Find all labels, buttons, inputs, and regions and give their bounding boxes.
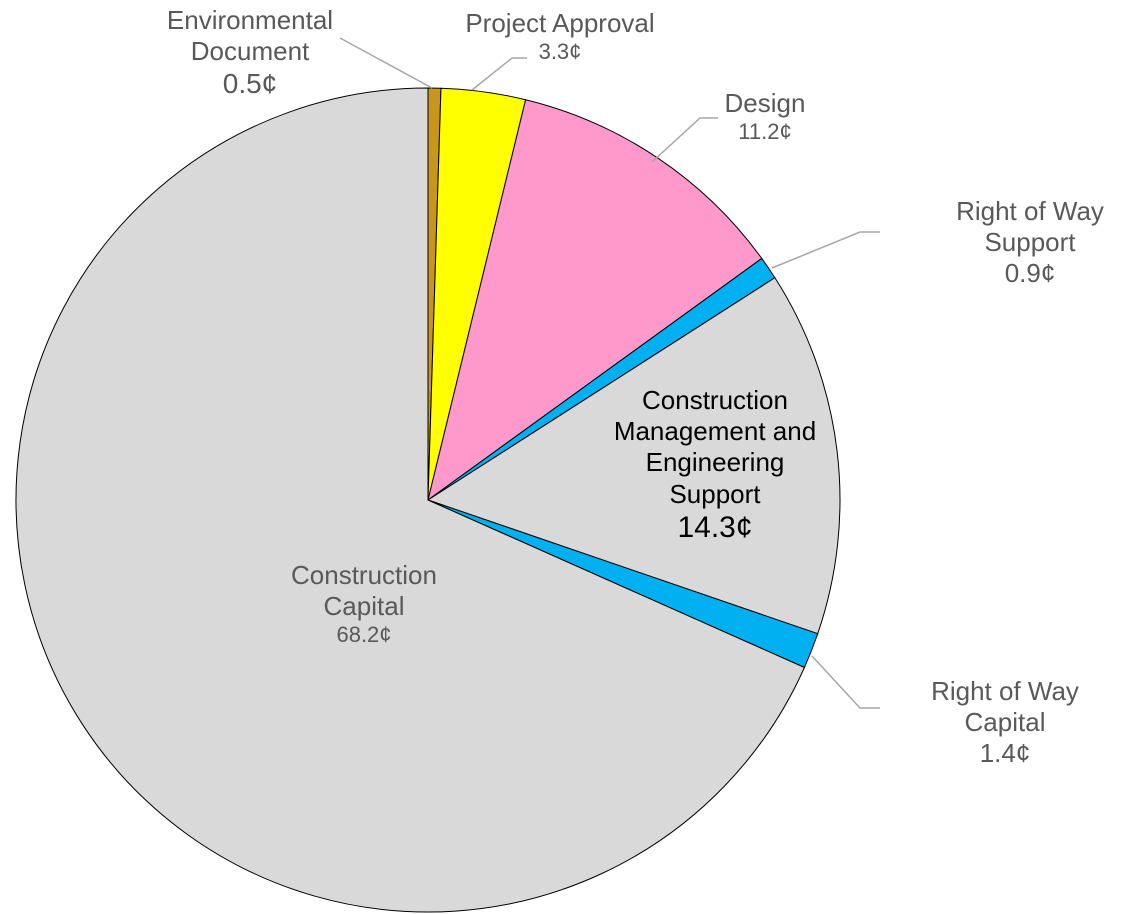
category-label: Right of Way Capital <box>931 676 1079 738</box>
value-label: 11.2¢ <box>738 119 792 145</box>
leader-line <box>651 117 718 163</box>
category-label: Construction Capital <box>291 560 437 622</box>
slice-label: Environmental Document 0.5¢ <box>140 5 360 101</box>
pie-slice <box>426 277 841 635</box>
slice-label: Construction Management and Engineering … <box>598 385 833 546</box>
slice-label: Right of Way Support 0.9¢ <box>920 196 1135 290</box>
category-label: Environmental Document <box>166 5 334 67</box>
leader-line <box>771 231 880 269</box>
category-label: Right of Way Support <box>956 196 1104 258</box>
slice-label: Construction Capital 68.2¢ <box>254 560 474 649</box>
leader-line <box>811 655 880 709</box>
leader-line <box>339 37 433 89</box>
category-label: Design <box>724 88 806 118</box>
value-label: 1.4¢ <box>979 738 1031 769</box>
pie-slice <box>427 99 763 502</box>
slice-label: Right of Way Capital 1.4¢ <box>895 676 1115 770</box>
value-label: 3.3¢ <box>538 39 582 65</box>
pie-slice <box>15 87 806 913</box>
category-label: Construction Management and Engineering … <box>613 385 817 509</box>
value-label: 0.5¢ <box>222 68 278 100</box>
slice-label: Design 11.2¢ <box>665 88 865 146</box>
slice-label: Project Approval 3.3¢ <box>400 8 720 66</box>
value-label: 14.3¢ <box>677 510 753 544</box>
value-label: 0.9¢ <box>1004 258 1056 289</box>
value-label: 68.2¢ <box>336 622 392 648</box>
leader-line <box>471 57 527 91</box>
category-label: Project Approval <box>465 8 655 38</box>
